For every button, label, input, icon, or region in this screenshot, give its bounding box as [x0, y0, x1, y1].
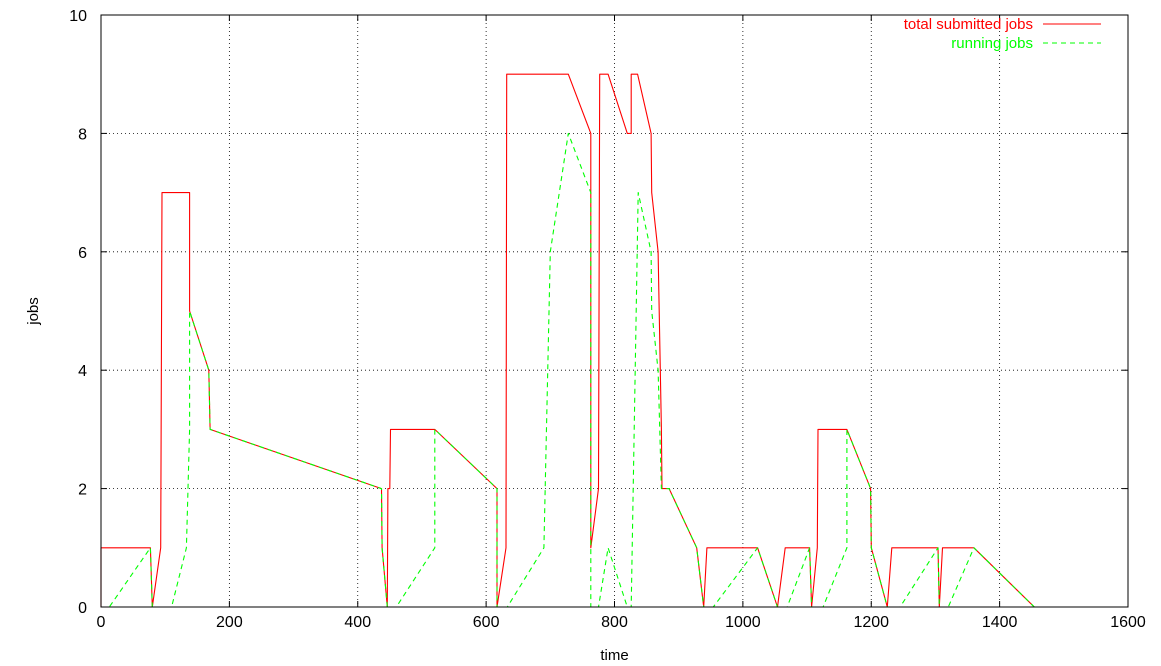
y-tick-label: 4: [78, 363, 87, 380]
legend: total submitted jobs running jobs: [904, 16, 1101, 52]
y-tick-label: 8: [78, 126, 87, 143]
y-axis-label: jobs: [25, 297, 42, 326]
series-layer: [100, 73, 1035, 608]
x-tick-label: 600: [473, 614, 500, 631]
tick-labels: 0 200 400 600 800 1000 1200 1400 1600 0 2 4 6 8 10: [69, 8, 1146, 631]
grid-lines: [101, 15, 1128, 607]
x-tick-label: 1000: [725, 614, 761, 631]
x-axis-label: time: [600, 647, 628, 664]
x-tick-label: 0: [97, 614, 106, 631]
axis-ticks: [100, 14, 1129, 608]
legend-label-running-jobs: running jobs: [951, 35, 1033, 52]
y-tick-label: 6: [78, 245, 87, 262]
x-tick-label: 400: [344, 614, 371, 631]
x-tick-label: 800: [601, 614, 628, 631]
y-tick-label: 0: [78, 600, 87, 617]
series-line-running-jobs: [101, 132, 1035, 608]
x-tick-label: 1600: [1110, 614, 1146, 631]
x-tick-label: 1400: [982, 614, 1018, 631]
y-tick-label: 10: [69, 8, 87, 25]
legend-label-total-submitted-jobs: total submitted jobs: [904, 16, 1033, 33]
x-tick-label: 200: [216, 614, 243, 631]
x-tick-label: 1200: [853, 614, 889, 631]
y-tick-label: 2: [78, 482, 87, 499]
series-line-total-submitted-jobs: [100, 73, 1035, 608]
